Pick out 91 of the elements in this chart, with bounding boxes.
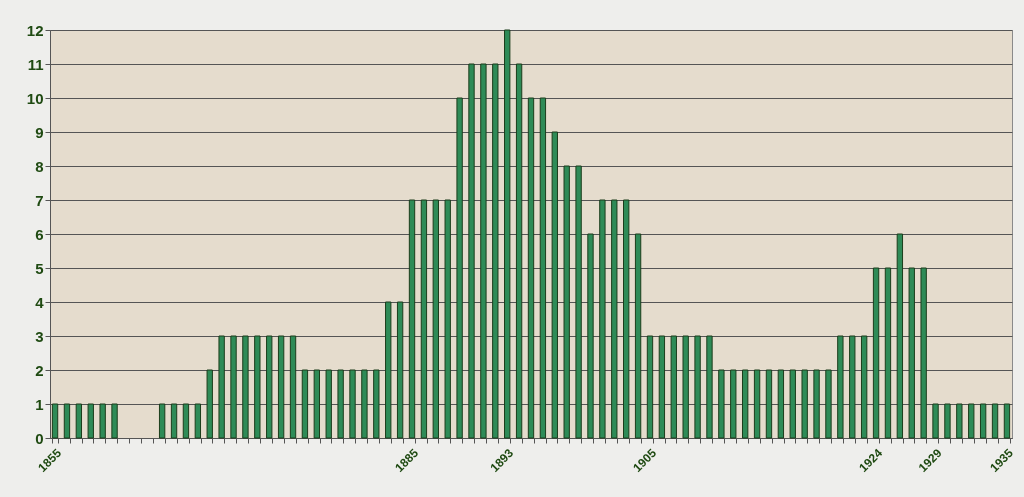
bar [480,63,487,439]
bar [623,199,630,439]
y-tick-label: 7 [35,191,44,209]
bar [658,335,666,439]
bar [277,335,285,439]
bar [444,199,451,439]
bar [1003,403,1011,439]
y-tick-label: 12 [26,21,44,39]
bar [765,369,773,439]
bar [539,97,547,439]
bar [325,369,332,439]
bar [385,301,392,439]
bar [99,403,106,439]
y-tick-label: 3 [35,327,44,345]
bar [492,63,499,439]
bar [837,335,844,439]
bar [396,301,404,439]
y-tick-label: 5 [35,259,44,277]
bar [777,369,785,439]
bar [527,97,535,439]
bar [991,403,999,439]
bar [504,29,511,439]
y-tick-label: 2 [35,361,44,379]
bar [825,369,832,439]
y-tick-label: 10 [26,89,44,107]
bar [373,369,380,439]
bar [170,403,178,439]
bar [730,369,737,439]
bar [742,369,749,439]
bar [979,403,987,439]
bar [408,199,416,439]
bar [194,403,202,439]
y-tick-label: 8 [35,157,44,175]
bar [884,267,892,439]
bar [587,233,594,439]
bar [242,335,249,439]
bar [611,199,618,439]
bar [111,403,118,439]
bar [920,267,927,439]
bar [860,335,868,439]
bar [563,165,570,439]
bar [944,403,951,439]
y-tick-label: 9 [35,123,44,141]
bar [230,335,237,439]
bar [206,369,213,439]
bar [670,335,677,439]
bar [634,233,642,439]
bar [789,369,796,439]
bar [515,63,523,439]
bar [932,403,939,439]
bar [75,403,83,439]
bar [432,199,439,439]
y-tick-label: 6 [35,225,44,243]
bar [908,267,915,439]
bar [218,335,225,439]
bar [266,335,273,439]
bar [682,335,689,439]
bar [813,369,820,439]
bar [337,369,344,439]
bar [718,369,725,439]
bar [289,335,297,439]
bar [87,403,94,439]
bar [956,403,963,439]
bar [872,267,880,439]
y-tick-label: 1 [35,395,44,413]
y-tick-label: 4 [35,293,45,311]
bar [575,165,582,439]
bar [51,403,59,439]
bar [182,403,190,439]
bar [349,369,356,439]
bar [896,233,904,439]
bar [849,335,856,439]
bar [753,369,761,439]
bar [63,403,71,439]
bar [706,335,713,439]
bar [551,131,558,439]
bar [158,403,166,439]
bar [254,335,261,439]
y-tick-label: 0 [35,429,44,447]
bar [468,63,475,439]
bar [968,403,975,439]
bar [361,369,368,439]
bar [420,199,428,439]
bar [313,369,320,439]
bar [599,199,606,439]
bar [456,97,463,439]
y-tick-label: 11 [27,55,44,73]
bar [301,369,309,439]
bar [801,369,808,439]
bar [694,335,701,439]
bar [646,335,654,439]
